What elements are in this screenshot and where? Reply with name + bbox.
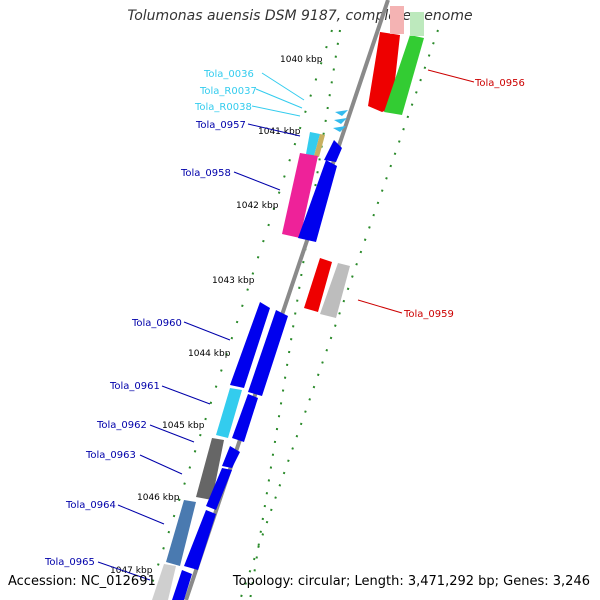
gene-label-0036[interactable]: Tola_0036 — [203, 69, 254, 80]
gene-label-0962[interactable]: Tola_0962 — [96, 420, 147, 431]
gene-tola-0959-red[interactable] — [304, 258, 332, 312]
kbp-label-1040: 1040 kbp — [280, 55, 323, 65]
topology-label: Topology: circular; Length: 3,471,292 bp… — [232, 574, 590, 589]
leader-r0036 — [261, 72, 305, 101]
kbp-label-1042: 1042 kbp — [236, 201, 279, 211]
leader-0956 — [427, 69, 475, 83]
gene-tola-0958-blue[interactable] — [298, 160, 337, 242]
kbp-label-1043: 1043 kbp — [212, 276, 255, 286]
leader-0959 — [357, 299, 403, 314]
gene-tola-0961-blue[interactable] — [232, 394, 258, 442]
gene-label-0963[interactable]: Tola_0963 — [85, 450, 136, 461]
gene-tola-0961-cyan[interactable] — [216, 388, 242, 438]
gene-tola-0963-blue[interactable] — [206, 468, 232, 510]
gene-tola-0959-gray[interactable] — [320, 263, 350, 318]
gene-label-r0038[interactable]: Tola_R0038 — [194, 102, 252, 113]
gene-tola-0965-blue[interactable] — [172, 570, 192, 600]
leader-0961 — [161, 385, 211, 405]
gene-tola-0962-blue[interactable] — [222, 446, 240, 468]
gene-label-0956[interactable]: Tola_0956 — [474, 78, 525, 89]
leader-0960 — [183, 321, 231, 341]
leader-r0038 — [251, 105, 301, 117]
gene-tola-0960-blue-b[interactable] — [248, 310, 288, 396]
gene-tola-0964-steel[interactable] — [166, 500, 196, 566]
gene-label-0964[interactable]: Tola_0964 — [65, 500, 116, 511]
gene-label-0960[interactable]: Tola_0960 — [131, 318, 182, 329]
gene-tola-0957-blue[interactable] — [324, 140, 342, 162]
leader-0964 — [117, 504, 165, 525]
gene-tola-0964-blue[interactable] — [184, 510, 216, 570]
leader-0963 — [139, 454, 183, 475]
gene-tola-0958-magenta[interactable] — [282, 153, 318, 238]
gene-tola-0965-light[interactable] — [152, 564, 176, 600]
leader-0965 — [97, 561, 151, 581]
gene-tola-0957-cyan[interactable] — [306, 132, 320, 156]
map-title: Tolumonas auensis DSM 9187, complete gen… — [127, 8, 473, 24]
kbp-label-1046: 1046 kbp — [137, 493, 180, 503]
gene-top-faded-green — [410, 12, 424, 36]
trna-r0036-arrow[interactable] — [335, 110, 348, 116]
leader-0958 — [233, 171, 281, 191]
gene-label-0965[interactable]: Tola_0965 — [44, 557, 95, 568]
gene-label-0957[interactable]: Tola_0957 — [195, 120, 246, 131]
trna-r0038-arrow[interactable] — [333, 126, 346, 132]
leader-0957 — [247, 123, 301, 137]
leader-r0037 — [255, 88, 303, 109]
left-tick-guide — [149, 29, 333, 591]
kbp-label-1047: 1047 kbp — [110, 566, 153, 576]
kbp-label-1041: 1041 kbp — [258, 127, 301, 137]
trna-r0037-arrow[interactable] — [334, 118, 347, 124]
accession-label: Accession: NC_012691 — [8, 574, 156, 589]
gene-tola-0957-khaki[interactable] — [314, 134, 325, 157]
gene-label-0961[interactable]: Tola_0961 — [109, 381, 160, 392]
leader-0962 — [149, 424, 195, 443]
kbp-label-1044: 1044 kbp — [188, 349, 231, 359]
gene-tola-0956-green[interactable] — [384, 35, 424, 115]
kbp-label-1045: 1045 kbp — [162, 421, 205, 431]
gene-label-r0037[interactable]: Tola_R0037 — [199, 86, 257, 97]
gene-label-0959[interactable]: Tola_0959 — [403, 309, 454, 320]
gene-tola-0960-blue-a[interactable] — [230, 302, 270, 388]
gene-top-faded-red — [390, 6, 404, 34]
gene-label-0958[interactable]: Tola_0958 — [180, 168, 231, 179]
gene-tola-0962-gray[interactable] — [196, 438, 224, 500]
